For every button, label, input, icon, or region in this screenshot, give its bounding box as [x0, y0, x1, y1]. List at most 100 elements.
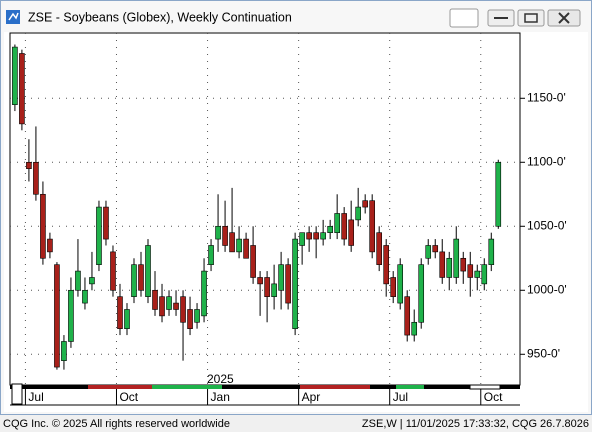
year-label: 2025	[207, 372, 234, 386]
candle-body	[180, 296, 186, 323]
x-tick-label: Jul	[28, 390, 43, 404]
candle-body	[47, 238, 53, 253]
candle-body	[313, 232, 319, 240]
candle-body	[82, 289, 88, 304]
candle-body	[40, 193, 46, 259]
plot-frame	[9, 32, 521, 386]
y-tick-label: 950-0'	[527, 346, 560, 360]
candle-body	[425, 245, 432, 259]
candle-body	[61, 341, 67, 361]
candle-body	[432, 245, 439, 253]
candle-body	[236, 238, 242, 253]
candle-body	[488, 238, 495, 265]
candle-body	[257, 277, 263, 285]
candle-body	[173, 302, 179, 310]
candle-body	[474, 270, 481, 278]
candle-body	[467, 264, 474, 278]
chart-title: ZSE - Soybeans (Globex), Weekly Continua…	[28, 10, 292, 24]
candle-body	[110, 251, 116, 291]
candle-body	[215, 225, 221, 240]
candle-body	[271, 283, 277, 297]
x-tick-label: Oct	[119, 390, 138, 404]
contract-strip-segment	[469, 384, 501, 390]
candle-body	[397, 264, 404, 304]
contract-strip-segment	[396, 385, 424, 389]
candle-body	[243, 238, 249, 259]
candle-body	[292, 238, 298, 329]
y-tick-label: 1000-0'	[527, 282, 567, 296]
icon-glyph	[8, 12, 19, 21]
maximize-button[interactable]	[517, 9, 545, 27]
candle-body	[194, 309, 200, 323]
x-tick-label: Jan	[211, 390, 230, 404]
candle-body	[145, 245, 151, 297]
candle-body	[285, 264, 291, 304]
candle-body	[306, 232, 312, 240]
contract-strip	[10, 385, 520, 389]
candle-body	[33, 161, 39, 195]
candle-body	[208, 245, 214, 265]
x-tick-label: Apr	[302, 390, 321, 404]
scroll-box[interactable]	[11, 383, 23, 405]
maximize-glyph	[524, 13, 538, 23]
candle-body	[103, 206, 109, 240]
candle-body	[411, 321, 418, 336]
candle-body	[250, 245, 256, 278]
x-tick-label: Oct	[484, 390, 503, 404]
link-button[interactable]	[449, 8, 479, 28]
candle-body	[362, 200, 368, 208]
candle-body	[96, 206, 102, 265]
candle-body	[26, 161, 32, 169]
candle-body	[54, 264, 60, 368]
candle-body	[348, 219, 354, 246]
footer-right: ZSE,W | 11/01/2025 17:33:32, CQG 26.7.80…	[362, 418, 589, 430]
candle-body	[12, 46, 18, 105]
footer-left: CQG Inc. © 2025 All rights reserved worl…	[3, 418, 230, 430]
candle-body	[446, 257, 453, 278]
candle-body	[460, 257, 467, 272]
window-icon	[6, 10, 20, 24]
contract-strip-segment	[300, 385, 370, 389]
y-tick-label: 1050-0'	[527, 218, 567, 232]
candle-body	[166, 296, 172, 310]
candle-body	[495, 161, 502, 227]
candle-body	[418, 264, 425, 323]
candle-body	[138, 264, 144, 291]
candle-body	[376, 232, 382, 265]
candle-body	[383, 245, 389, 285]
candle-body	[222, 225, 228, 246]
candle-body	[152, 289, 158, 310]
candle-body	[355, 206, 361, 221]
candle-body	[369, 200, 375, 253]
y-tick-label: 1150-0'	[527, 90, 566, 104]
candle-body	[481, 264, 488, 285]
candle-body	[453, 238, 460, 278]
candle-body	[264, 277, 270, 297]
candle-body	[187, 309, 193, 329]
close-glyph	[558, 12, 570, 24]
candle-body	[124, 309, 130, 329]
y-tick-label: 1100-0'	[527, 154, 566, 168]
candle-body	[278, 264, 284, 291]
candle-body	[75, 270, 81, 291]
candle-body	[404, 296, 411, 336]
contract-strip-segment	[88, 385, 152, 389]
contract-strip-segment	[152, 385, 222, 389]
candle-body	[299, 232, 305, 246]
candle-body	[68, 289, 74, 342]
candle-body	[89, 277, 95, 285]
candle-body	[341, 213, 347, 240]
candle-body	[201, 270, 207, 317]
candle-body	[439, 251, 446, 278]
candle-body	[390, 277, 397, 297]
candle-body	[320, 232, 326, 240]
candle-body	[19, 53, 25, 125]
candle-body	[327, 225, 333, 233]
candle-body	[159, 296, 165, 317]
candle-body	[229, 232, 235, 253]
candle-body	[131, 264, 137, 297]
candle-body	[117, 296, 123, 329]
candle-body	[334, 213, 340, 233]
